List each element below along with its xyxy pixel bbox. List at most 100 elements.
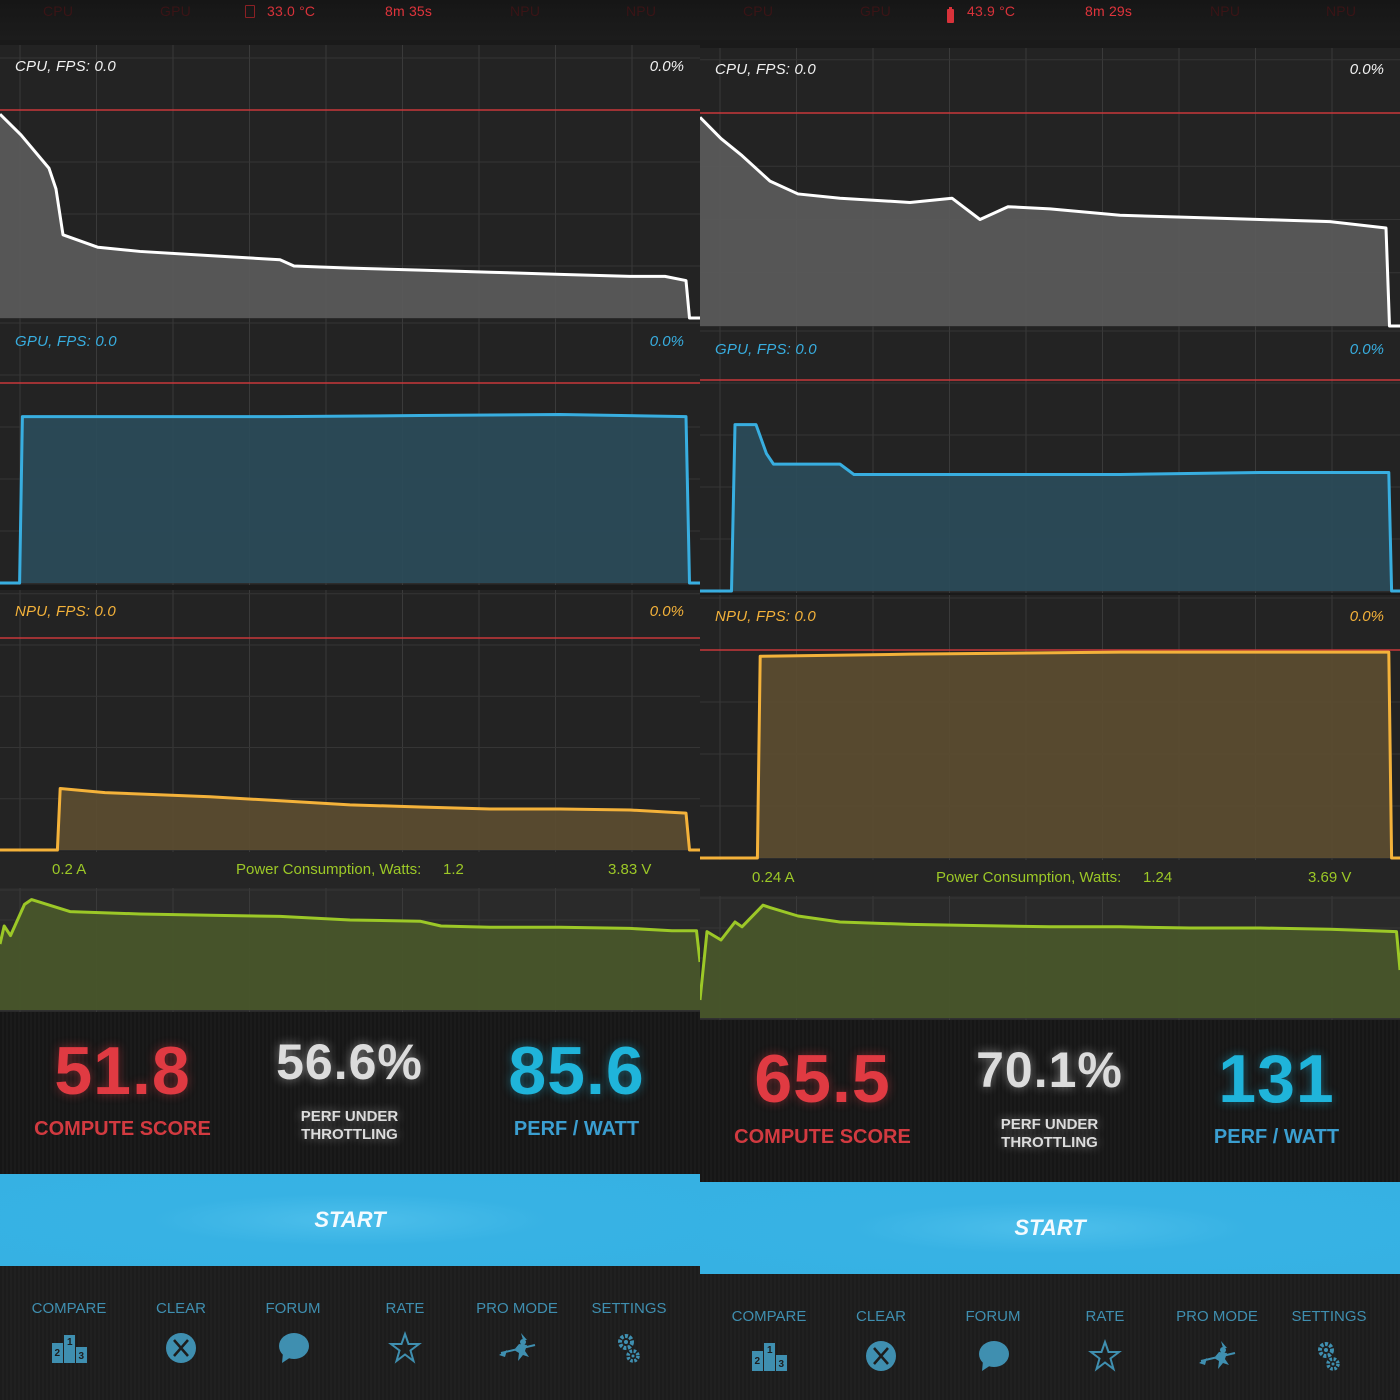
power-watts: 1.24 [1143, 869, 1173, 886]
power-watts: 1.2 [443, 861, 464, 878]
nav-rate[interactable]: RATE [349, 1266, 461, 1386]
gears-icon [1318, 1342, 1340, 1371]
svg-text:1: 1 [767, 1345, 773, 1356]
throttle-label-line1: PERF UNDER [300, 1108, 399, 1125]
start-button-label: START [1014, 1215, 1086, 1240]
score-panel: 65.5 COMPUTE SCORE 70.1% PERF UNDER THRO… [700, 1020, 1400, 1183]
status-bar: CPU GPU 33.0 °C 8m 35s NPU NPU [0, 0, 700, 40]
podium-icon: 2 1 3 [752, 1343, 787, 1371]
status-npu: NPU [1210, 3, 1241, 19]
nav-forum-label: FORUM [265, 1300, 321, 1317]
power-label: Power Consumption, Watts: [236, 861, 422, 878]
nav-settings[interactable]: SETTINGS [1273, 1274, 1385, 1394]
nav-forum-label: FORUM [965, 1308, 1021, 1325]
gpu-chart-plot [0, 320, 700, 585]
nav-settings[interactable]: SETTINGS [573, 1266, 685, 1386]
nav-compare[interactable]: COMPARE 2 1 3 [13, 1266, 125, 1386]
temperature: 43.9 °C [967, 3, 1016, 19]
svg-text:3: 3 [779, 1359, 785, 1370]
throttle-label-line2: THROTTLING [301, 1126, 398, 1143]
cpu-chart-plot [0, 45, 700, 320]
nav-clear[interactable]: CLEAR [825, 1274, 937, 1394]
svg-text:3: 3 [79, 1351, 85, 1362]
throttle-label-line1: PERF UNDER [1000, 1116, 1099, 1133]
gpu-chart: GPU, FPS: 0.0 0.0% [0, 320, 700, 585]
svg-text:2: 2 [55, 1348, 61, 1359]
npu-chart: NPU, FPS: 0.0 0.0% [700, 595, 1400, 860]
cpu-chart-percent: 0.0% [1349, 61, 1384, 78]
witch-on-broom-icon [1199, 1341, 1236, 1369]
elapsed-time: 8m 29s [1085, 3, 1133, 19]
nav-clear-label: CLEAR [155, 1300, 207, 1317]
perf-watt-label: PERF / WATT [1213, 1126, 1340, 1148]
clear-x-icon [866, 1341, 896, 1371]
gpu-chart-percent: 0.0% [649, 333, 684, 350]
compute-score-value: 65.5 [754, 1041, 891, 1117]
nav-forum[interactable]: FORUM [237, 1266, 349, 1386]
screen-left: CPU GPU 33.0 °C 8m 35s NPU NPU CPU, FPS:… [0, 0, 700, 1400]
gpu-chart-percent: 0.0% [1349, 341, 1384, 358]
compute-score-label: COMPUTE SCORE [734, 1126, 911, 1148]
compute-score-value: 51.8 [54, 1033, 191, 1109]
bottom-nav: COMPARE 2 1 3 CLEAR FORUM [700, 1274, 1400, 1400]
perf-watt-score: 131 PERF / WATT [1160, 1020, 1393, 1149]
throttle-score-value: 70.1% [976, 1042, 1123, 1098]
nav-forum[interactable]: FORUM [937, 1274, 1049, 1394]
nav-rate-label: RATE [1085, 1308, 1125, 1325]
status-bar: CPU GPU 43.9 °C 8m 29s NPU NPU [700, 0, 1400, 40]
status-gpu: GPU [160, 3, 191, 19]
power-voltage: 3.69 V [1308, 869, 1352, 886]
svg-text:1: 1 [67, 1337, 73, 1348]
temperature-icon [245, 5, 255, 18]
nav-settings-label: SETTINGS [591, 1300, 667, 1317]
temperature: 33.0 °C [267, 3, 316, 19]
power-label: Power Consumption, Watts: [936, 869, 1122, 886]
gpu-chart-plot [700, 328, 1400, 593]
power-current: 0.2 A [52, 861, 87, 878]
clear-x-icon [166, 1333, 196, 1363]
power-chart [700, 896, 1400, 1020]
score-panel: 51.8 COMPUTE SCORE 56.6% PERF UNDER THRO… [0, 1012, 700, 1175]
status-npu: NPU [510, 3, 541, 19]
npu-chart-title: NPU, FPS: 0.0 [715, 608, 816, 625]
power-voltage: 3.83 V [608, 861, 652, 878]
status-npu-2: NPU [1326, 3, 1357, 19]
nav-clear[interactable]: CLEAR [125, 1266, 237, 1386]
speech-bubble-icon [279, 1333, 309, 1363]
cpu-chart-title: CPU, FPS: 0.0 [15, 58, 116, 75]
status-cpu: CPU [43, 3, 74, 19]
nav-compare-label: COMPARE [731, 1308, 807, 1325]
cpu-chart-plot [700, 48, 1400, 328]
nav-rate[interactable]: RATE [1049, 1274, 1161, 1394]
cpu-chart: CPU, FPS: 0.0 0.0% [700, 48, 1400, 328]
compute-score-label: COMPUTE SCORE [34, 1118, 211, 1140]
gears-icon [618, 1334, 640, 1363]
nav-pro-mode[interactable]: PRO MODE [461, 1266, 573, 1386]
npu-chart-percent: 0.0% [1349, 608, 1384, 625]
cpu-chart-title: CPU, FPS: 0.0 [715, 61, 816, 78]
temperature-icon [947, 7, 954, 23]
start-button[interactable]: START [0, 1174, 700, 1266]
nav-clear-label: CLEAR [855, 1308, 907, 1325]
power-header: 0.2 A Power Consumption, Watts: 1.2 3.83… [0, 852, 700, 888]
elapsed-time: 8m 35s [385, 3, 433, 19]
svg-text:2: 2 [755, 1356, 761, 1367]
gpu-chart-title: GPU, FPS: 0.0 [15, 333, 117, 350]
star-icon [388, 1331, 422, 1364]
nav-compare-label: COMPARE [31, 1300, 107, 1317]
throttle-score: 56.6% PERF UNDER THROTTLING [233, 1012, 466, 1144]
perf-watt-label: PERF / WATT [513, 1118, 640, 1140]
gpu-chart-title: GPU, FPS: 0.0 [715, 341, 817, 358]
podium-icon: 2 1 3 [52, 1335, 87, 1363]
nav-settings-label: SETTINGS [1291, 1308, 1367, 1325]
nav-compare[interactable]: COMPARE 2 1 3 [713, 1274, 825, 1394]
nav-pro-mode[interactable]: PRO MODE [1161, 1274, 1273, 1394]
nav-rate-label: RATE [385, 1300, 425, 1317]
compute-score: 65.5 COMPUTE SCORE [706, 1020, 939, 1149]
perf-watt-score: 85.6 PERF / WATT [460, 1012, 693, 1141]
cpu-chart-percent: 0.0% [649, 58, 684, 75]
start-button[interactable]: START [700, 1182, 1400, 1274]
throttle-score: 70.1% PERF UNDER THROTTLING [933, 1020, 1166, 1152]
gpu-chart: GPU, FPS: 0.0 0.0% [700, 328, 1400, 593]
npu-chart-title: NPU, FPS: 0.0 [15, 603, 116, 620]
